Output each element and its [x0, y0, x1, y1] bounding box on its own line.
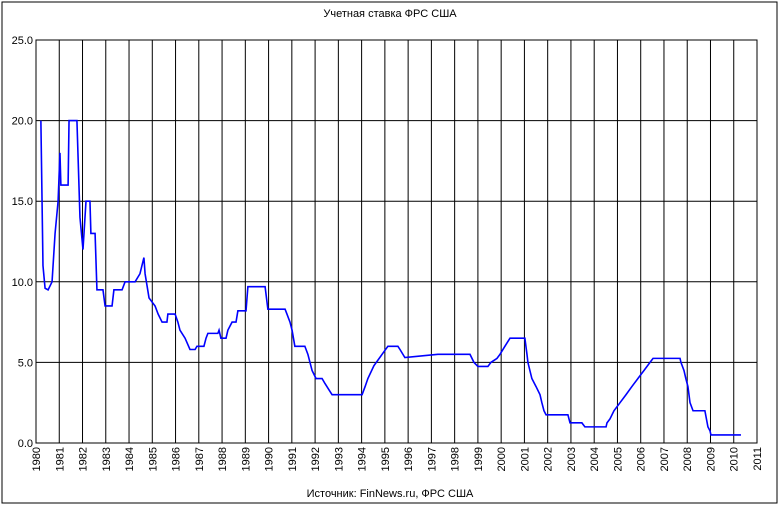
x-tick-label: 2008 — [682, 447, 694, 471]
x-tick-label: 1993 — [333, 447, 345, 471]
x-tick-label: 1980 — [31, 447, 43, 471]
x-tick-label: 2000 — [496, 447, 508, 471]
chart-title: Учетная ставка ФРС США — [323, 8, 457, 20]
y-tick-label: 10.0 — [12, 277, 33, 289]
x-tick-label: 1982 — [78, 447, 90, 471]
x-tick-label: 2007 — [659, 447, 671, 471]
x-tick-label: 1992 — [310, 447, 322, 471]
chart-source: Источник: FinNews.ru, ФРС США — [307, 488, 474, 500]
x-tick-label: 1996 — [403, 447, 415, 471]
x-tick-label: 1987 — [194, 447, 206, 471]
x-tick-label: 1999 — [473, 447, 485, 471]
x-tick-label: 2002 — [543, 447, 555, 471]
x-tick-label: 1988 — [217, 447, 229, 471]
x-tick-label: 2003 — [566, 447, 578, 471]
x-tick-label: 1994 — [357, 447, 369, 471]
x-tick-label: 1991 — [287, 447, 299, 471]
x-tick-label: 2010 — [729, 447, 741, 471]
x-tick-label: 1990 — [264, 447, 276, 471]
x-tick-label: 1995 — [380, 447, 392, 471]
x-tick-label: 1983 — [101, 447, 113, 471]
x-tick-label: 1984 — [124, 447, 136, 471]
x-tick-label: 1997 — [426, 447, 438, 471]
x-tick-label: 2006 — [636, 447, 648, 471]
y-tick-label: 15.0 — [12, 196, 33, 208]
y-tick-label: 25.0 — [12, 35, 33, 47]
y-tick-label: 5.0 — [18, 357, 33, 369]
x-tick-label: 1981 — [54, 447, 66, 471]
x-tick-label: 2004 — [589, 447, 601, 471]
x-tick-label: 1989 — [240, 447, 252, 471]
x-tick-label: 1986 — [171, 447, 183, 471]
rate-line — [40, 119, 741, 436]
plot-area — [35, 39, 758, 444]
x-tick-label: 1998 — [450, 447, 462, 471]
x-tick-label: 2011 — [752, 447, 764, 471]
y-tick-label: 0.0 — [18, 438, 33, 450]
x-tick-label: 2005 — [612, 447, 624, 471]
x-tick-label: 1985 — [147, 447, 159, 471]
x-tick-label: 2001 — [519, 447, 531, 471]
y-tick-label: 20.0 — [12, 116, 33, 128]
x-tick-label: 2009 — [705, 447, 717, 471]
